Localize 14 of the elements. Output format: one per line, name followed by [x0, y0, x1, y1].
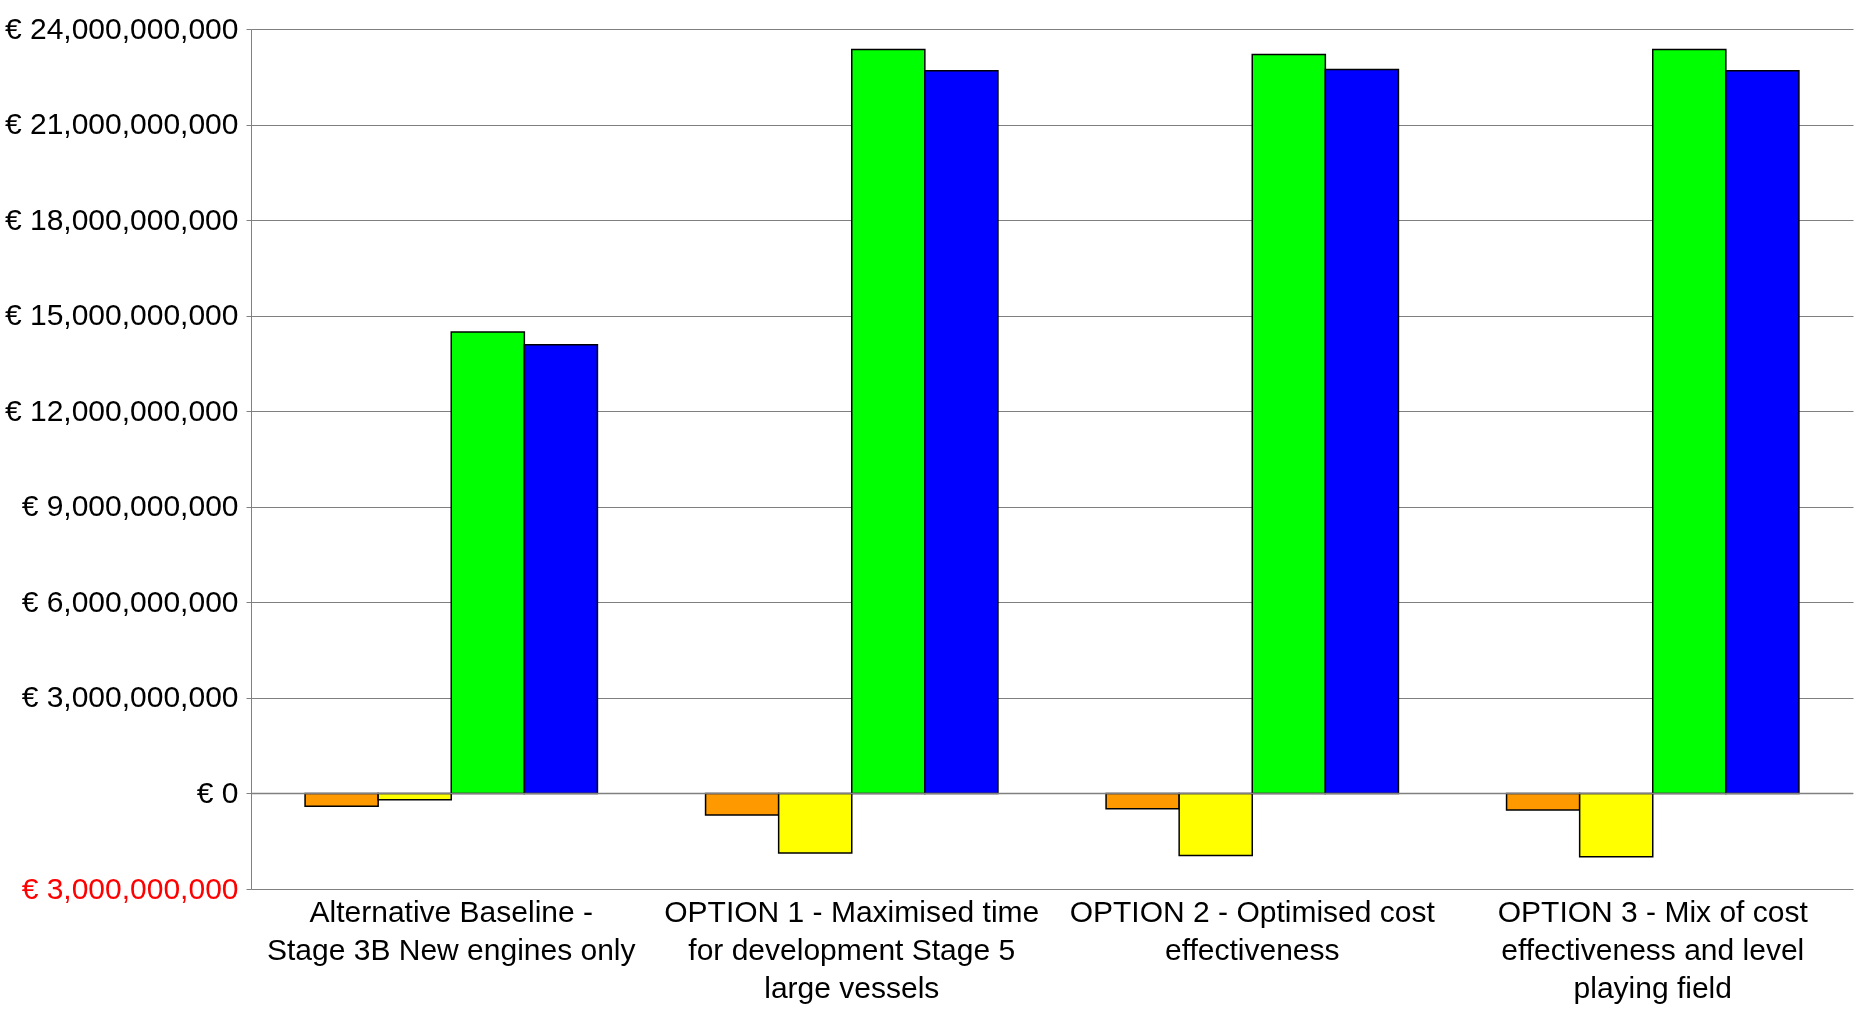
x-tick-label: Alternative Baseline - Stage 3B New engines only [266, 894, 636, 966]
y-tick-label: € 0 [196, 775, 239, 809]
x-tick-label: OPTION 1 - Maximised time for development Stage 5 large vessels [664, 894, 1040, 1004]
y-tick-label: € 15,000,000,000 [4, 298, 239, 332]
y-tick-label: € 3,000,000,000 [21, 680, 239, 714]
y-tick-label: € 18,000,000,000 [4, 202, 239, 236]
y-tick-label: € 6,000,000,000 [21, 584, 239, 618]
y-tick-label: € 9,000,000,000 [21, 489, 239, 523]
x-tick-label: OPTION 3 - Mix of cost effectiveness and level playing field [1497, 894, 1809, 1004]
y-tick-label: € 24,000,000,000 [4, 11, 239, 45]
x-tick-label: OPTION 2 - Optimised cost effectiveness [1069, 894, 1436, 966]
y-tick-label: € 21,000,000,000 [4, 107, 239, 141]
y-tick-label: € 3,000,000,000 [21, 871, 239, 905]
y-tick-label: € 12,000,000,000 [4, 393, 239, 427]
